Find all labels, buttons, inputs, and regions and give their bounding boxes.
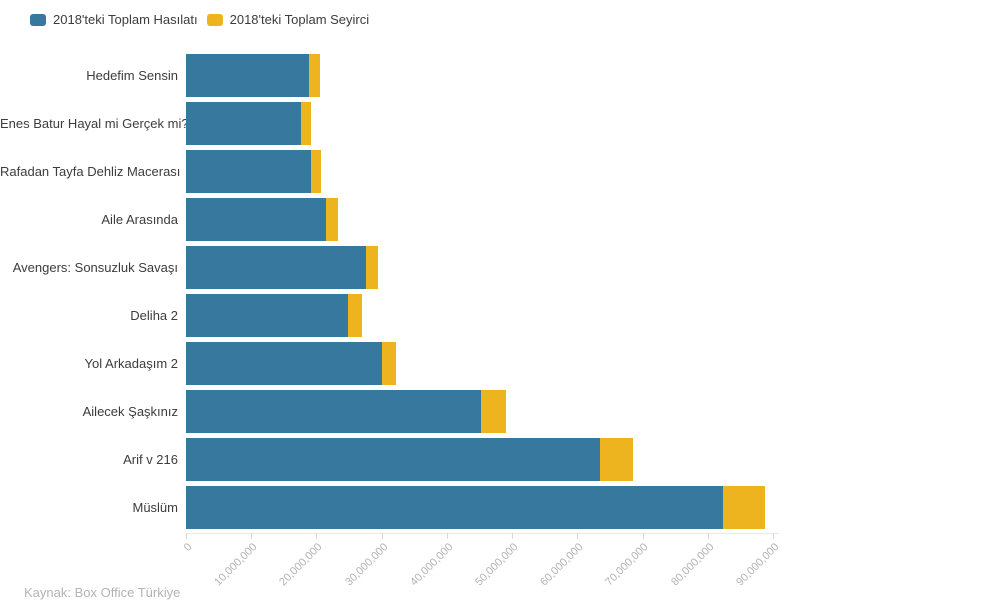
category-label: Aile Arasında xyxy=(101,212,178,227)
category-label: Avengers: Sonsuzluk Savaşı xyxy=(12,260,178,275)
bar-row: Müslüm xyxy=(0,486,1000,529)
audience-bar-segment[interactable] xyxy=(311,150,322,193)
revenue-bar-segment[interactable] xyxy=(186,54,310,97)
category-label: Arif v 216 xyxy=(123,452,178,467)
revenue-bar-segment[interactable] xyxy=(186,390,482,433)
bar-row: Hedefim Sensin xyxy=(0,54,1000,97)
category-label: Ailecek Şaşkınız xyxy=(82,404,178,419)
x-axis-tick-label: 60,000,000 xyxy=(538,541,586,589)
legend-item-hasilat[interactable]: 2018'teki Toplam Hasılatı xyxy=(30,12,198,28)
audience-bar-segment[interactable] xyxy=(326,198,339,241)
revenue-bar-segment[interactable] xyxy=(186,294,349,337)
revenue-bar-segment[interactable] xyxy=(186,438,601,481)
bar-track xyxy=(186,54,320,97)
legend: 2018'teki Toplam Hasılatı 2018'teki Topl… xyxy=(30,12,369,28)
x-axis-tick-label: 50,000,000 xyxy=(473,541,521,589)
legend-label-hasilat: 2018'teki Toplam Hasılatı xyxy=(53,12,198,27)
legend-item-seyirci[interactable]: 2018'teki Toplam Seyirci xyxy=(206,12,370,28)
bar-track xyxy=(186,150,322,193)
x-axis-tick-label: 0 xyxy=(181,541,195,554)
revenue-bar-segment[interactable] xyxy=(186,246,366,289)
category-label: Deliha 2 xyxy=(130,308,178,323)
bar-row: Ailecek Şaşkınız xyxy=(0,390,1000,433)
bar-row: Rafadan Tayfa Dehliz Macerası xyxy=(0,150,1000,193)
audience-bar-segment[interactable] xyxy=(481,390,506,433)
category-label: Hedefim Sensin xyxy=(86,68,178,83)
bar-row: Yol Arkadaşım 2 xyxy=(0,342,1000,385)
bar-row: Arif v 216 xyxy=(0,438,1000,481)
x-axis-tick-label: 40,000,000 xyxy=(407,541,456,589)
legend-swatch-hasilat-icon xyxy=(30,14,46,26)
category-label: Enes Batur Hayal mi Gerçek mi? xyxy=(0,116,189,131)
bar-track xyxy=(186,486,766,529)
x-axis-tick-label: 90,000,000 xyxy=(734,541,782,589)
bar-track xyxy=(186,198,339,241)
bar-row: Aile Arasında xyxy=(0,198,1000,241)
source-note: Kaynak: Box Office Türkiye xyxy=(24,585,181,600)
legend-label-seyirci: 2018'teki Toplam Seyirci xyxy=(229,12,370,27)
bar-track xyxy=(186,294,363,337)
audience-bar-segment[interactable] xyxy=(722,486,766,529)
audience-bar-segment[interactable] xyxy=(309,54,320,97)
x-axis-tick-label: 30,000,000 xyxy=(342,541,391,589)
x-axis-tick-label: 20,000,000 xyxy=(277,541,325,589)
category-label: Yol Arkadaşım 2 xyxy=(84,356,178,371)
revenue-bar-segment[interactable] xyxy=(186,102,301,145)
bar-track xyxy=(186,246,379,289)
bar-row: Enes Batur Hayal mi Gerçek mi? xyxy=(0,102,1000,145)
revenue-bar-segment[interactable] xyxy=(186,486,723,529)
bar-track xyxy=(186,438,634,481)
x-axis-tick-label: 70,000,000 xyxy=(603,541,652,589)
bar-row: Deliha 2 xyxy=(0,294,1000,337)
revenue-bar-segment[interactable] xyxy=(186,342,382,385)
x-axis-tick-label: 80,000,000 xyxy=(668,541,717,589)
legend-swatch-seyirci-icon xyxy=(206,14,223,26)
audience-bar-segment[interactable] xyxy=(348,294,363,337)
revenue-bar-segment[interactable] xyxy=(186,198,327,241)
bar-track xyxy=(186,390,506,433)
category-label: Müslüm xyxy=(132,500,178,515)
audience-bar-segment[interactable] xyxy=(600,438,634,481)
audience-bar-segment[interactable] xyxy=(366,246,379,289)
bar-row: Avengers: Sonsuzluk Savaşı xyxy=(0,246,1000,289)
bar-track xyxy=(186,342,397,385)
category-label: Rafadan Tayfa Dehliz Macerası xyxy=(0,164,181,179)
audience-bar-segment[interactable] xyxy=(381,342,397,385)
x-axis-tick-label: 10,000,000 xyxy=(212,541,260,589)
revenue-bar-segment[interactable] xyxy=(186,150,312,193)
bar-track xyxy=(186,102,311,145)
plot-area: Hedefim Sensin Enes Batur Hayal mi Gerçek… xyxy=(0,54,1000,534)
audience-bar-segment[interactable] xyxy=(300,102,311,145)
